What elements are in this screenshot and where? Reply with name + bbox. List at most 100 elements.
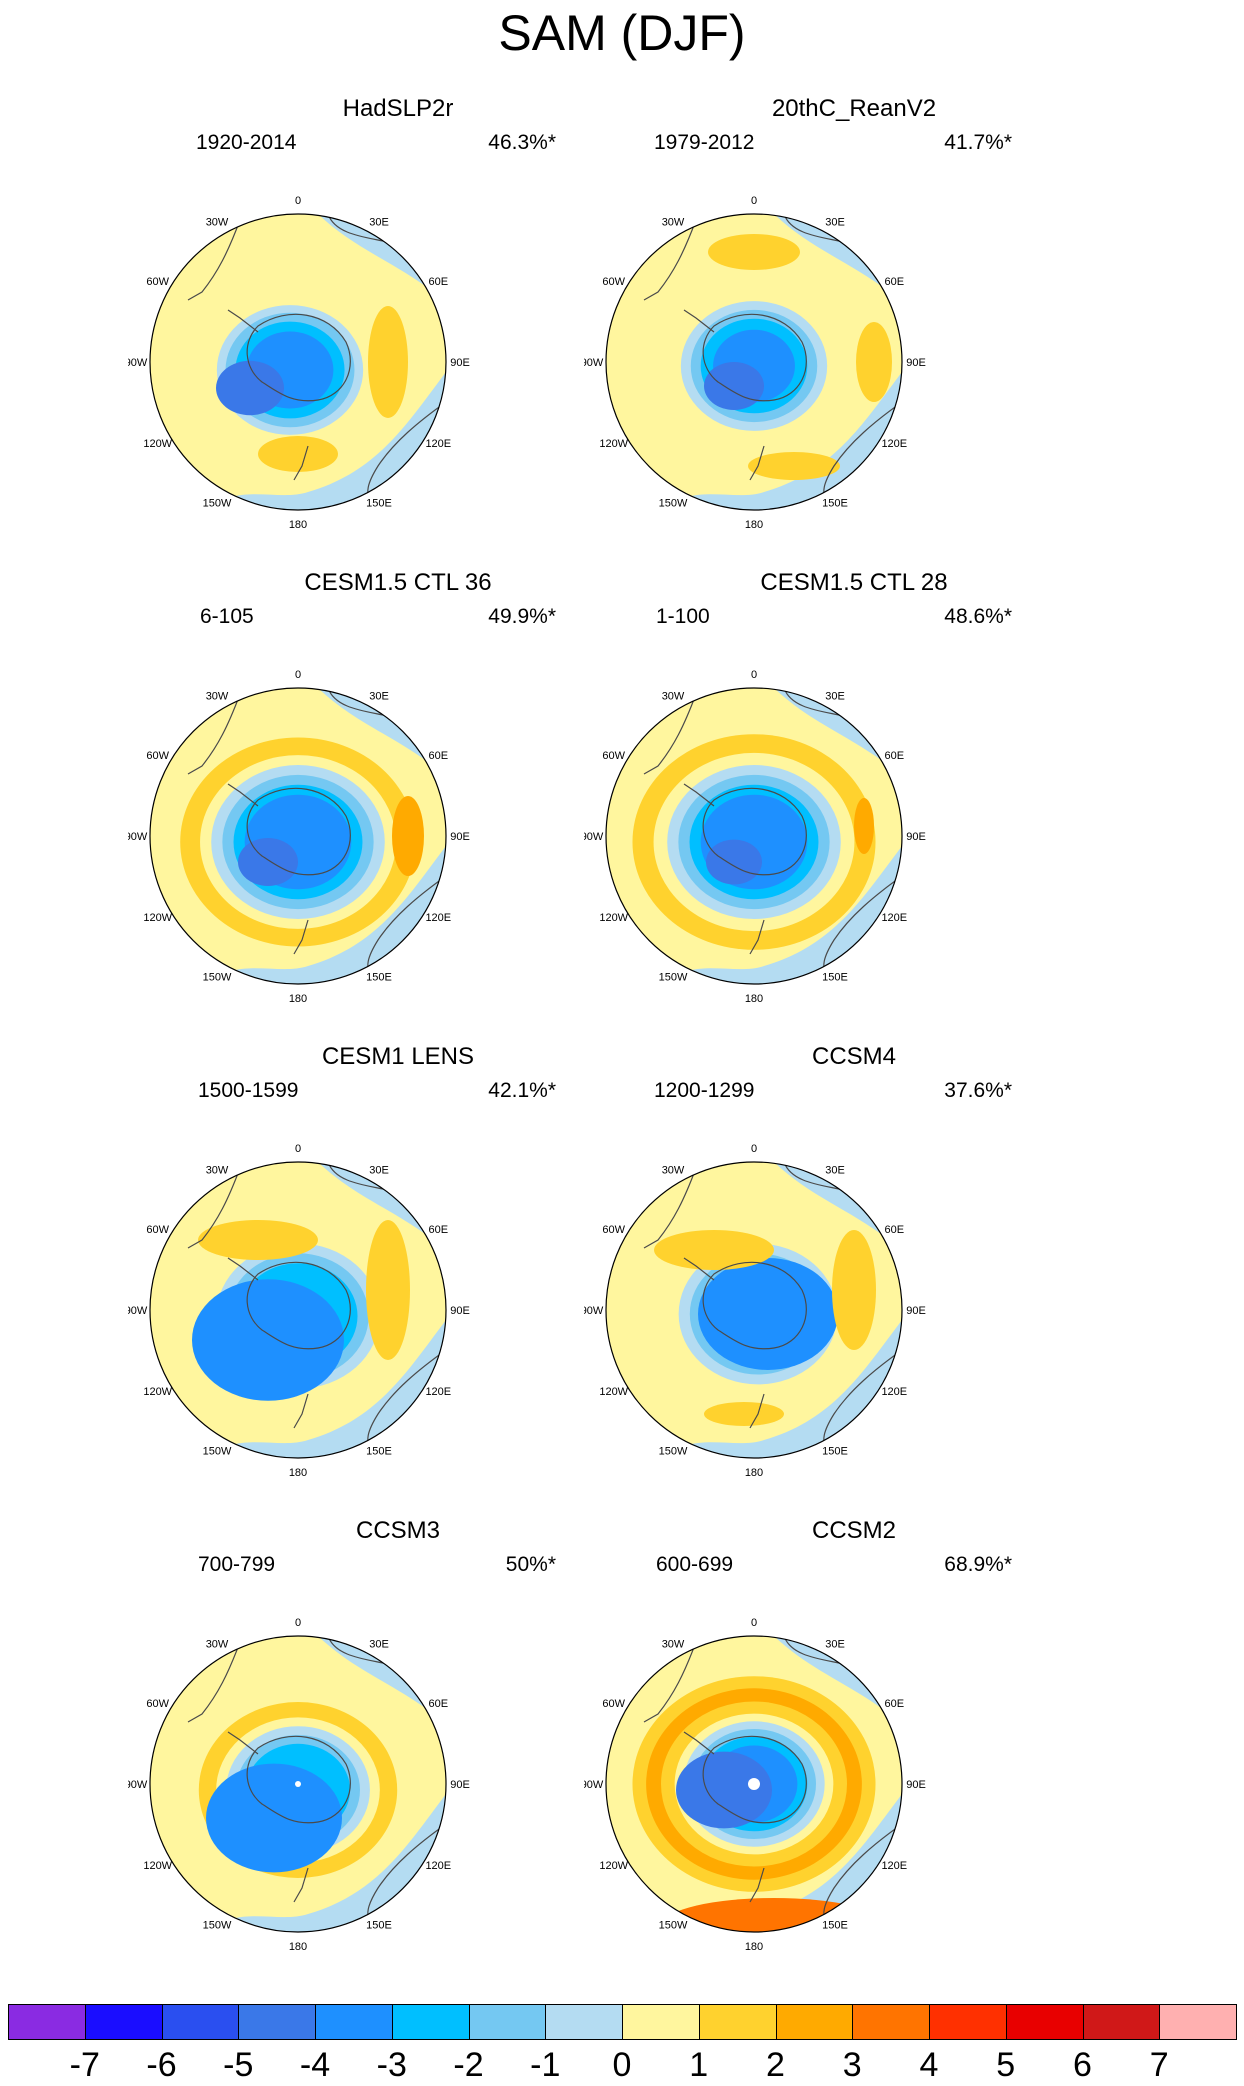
colorbar-tick-label: 2 (766, 2046, 785, 2084)
colorbar-tick-label: -7 (69, 2046, 100, 2084)
new-zealand-coastline (749, 445, 765, 481)
longitude-label: 120E (425, 1386, 451, 1398)
colorbar-tick-label: -1 (530, 2046, 561, 2084)
peninsula-coastline (227, 309, 259, 333)
panel-period: 700-799 (198, 1553, 276, 1576)
polar-map: 0 30E 60E 90E 120E 150E 180 150W 120W 90W 60W 30W (584, 1143, 926, 1479)
longitude-label: 150W (659, 1919, 688, 1931)
south-america-coastline (643, 219, 697, 301)
colorbar-tick-label: 4 (919, 2046, 939, 2084)
longitude-label: 120E (881, 1386, 907, 1398)
longitude-label: 120W (143, 912, 172, 924)
longitude-label: 180 (745, 993, 763, 1005)
map-fill (606, 214, 902, 510)
high-anomaly-lobe (704, 1402, 784, 1426)
longitude-label: 30W (206, 1639, 229, 1651)
longitude-label: 60E (429, 276, 449, 288)
panel-variance: 41.7%* (944, 131, 1012, 154)
longitude-label: 30W (206, 217, 229, 229)
map-panel-ccsm4: CCSM4 1200-1299 37.6%* 0 30E 60E 90E 120E 150… (584, 1042, 1124, 1512)
new-zealand-coastline (293, 445, 309, 481)
low-center-contour (676, 1751, 772, 1829)
high-anomaly-lobe (708, 234, 800, 270)
longitude-label: 120E (425, 438, 451, 450)
map-fill (150, 688, 446, 984)
panel-title: CCSM2 (811, 1517, 896, 1544)
panel-title: HadSLP2r (342, 95, 454, 122)
polar-map: 0 30E 60E 90E 120E 150E 180 150W 120W 90W 60W 30W (128, 669, 470, 1005)
panel-title: CCSM3 (355, 1517, 440, 1544)
colorbar-tick-label: 5 (996, 2046, 1016, 2084)
longitude-label: 60W (146, 750, 169, 762)
low-center-contour (192, 1279, 344, 1401)
high-anomaly-lobe (664, 1898, 884, 1932)
polar-map: 0 30E 60E 90E 120E 150E 180 150W 120W 90W 60W 30W (128, 1617, 470, 1953)
longitude-label: 120W (143, 1860, 172, 1872)
colorbar-tick-label: 3 (842, 2046, 862, 2084)
panel-variance: 68.9%* (944, 1553, 1012, 1576)
high-anomaly-lobe (854, 798, 874, 854)
longitude-label: 90W (584, 357, 604, 369)
colorbar-tick-label: 1 (689, 2046, 709, 2084)
high-anomaly-lobe (198, 1220, 318, 1260)
south-america-coastline (643, 1641, 697, 1723)
new-zealand-coastline (293, 1393, 309, 1429)
south-america-coastline (187, 219, 241, 301)
peninsula-coastline (683, 1257, 715, 1281)
longitude-label: 180 (289, 519, 307, 531)
south-america-coastline (643, 1167, 697, 1249)
negative-anomaly-region (208, 1320, 446, 1458)
map-fill (150, 1636, 446, 1932)
panel-period: 1920-2014 (196, 131, 297, 154)
polar-map: 0 30E 60E 90E 120E 150E 180 150W 120W 90W 60W 30W (128, 1143, 470, 1479)
longitude-label: 150W (203, 497, 232, 509)
longitude-label: 150W (203, 1445, 232, 1457)
longitude-label: 150E (366, 1445, 392, 1457)
longitude-label: 60W (602, 1224, 625, 1236)
colorbar-swatch (1159, 2004, 1237, 2040)
map-border (149, 1161, 447, 1459)
longitude-label: 150E (822, 971, 848, 983)
colorbar-swatch (1082, 2004, 1161, 2040)
pole-marker (748, 1778, 760, 1790)
map-panel-hadslp2r: HadSLP2r 1920-2014 46.3%* 0 30E 60E 90E 120E… (128, 94, 668, 564)
longitude-label: 0 (751, 669, 757, 681)
longitude-label: 120W (599, 438, 628, 450)
low-center-contour (216, 360, 284, 416)
longitude-label: 150W (659, 1445, 688, 1457)
map-fill (150, 214, 446, 510)
longitude-label: 150E (366, 1919, 392, 1931)
longitude-label: 60E (429, 1224, 449, 1236)
longitude-label: 120W (143, 1386, 172, 1398)
longitude-label: 30W (662, 217, 685, 229)
map-panel-cesm15-ctl28: CESM1.5 CTL 28 1-100 48.6%* 0 30E 60E 90E 12… (584, 568, 1124, 1038)
low-center-contour (698, 1258, 838, 1370)
longitude-label: 60W (146, 276, 169, 288)
high-anomaly-lobe (392, 796, 424, 876)
high-anomaly-lobe (856, 322, 892, 402)
longitude-label: 180 (289, 1941, 307, 1953)
south-america-coastline (187, 1641, 241, 1723)
new-zealand-coastline (749, 919, 765, 955)
longitude-label: 150E (366, 971, 392, 983)
negative-anomaly-region (664, 1794, 902, 1932)
pole-marker (295, 1781, 301, 1787)
longitude-label: 120E (881, 438, 907, 450)
longitude-label: 30E (369, 1639, 389, 1651)
longitude-label: 90W (584, 1305, 604, 1317)
peninsula-coastline (227, 1257, 259, 1281)
longitude-label: 150W (203, 1919, 232, 1931)
longitude-label: 90W (128, 831, 148, 843)
longitude-label: 0 (751, 195, 757, 207)
longitude-label: 120E (881, 912, 907, 924)
peninsula-coastline (227, 783, 259, 807)
panel-variance: 48.6%* (944, 605, 1012, 628)
longitude-label: 90E (450, 357, 470, 369)
longitude-label: 120E (425, 1860, 451, 1872)
longitude-label: 90W (584, 1779, 604, 1791)
panel-period: 1979-2012 (654, 131, 755, 154)
longitude-label: 120W (599, 912, 628, 924)
colorbar-swatch (1005, 2004, 1084, 2040)
antarctica-coastline (702, 313, 807, 402)
map-border (149, 213, 447, 511)
